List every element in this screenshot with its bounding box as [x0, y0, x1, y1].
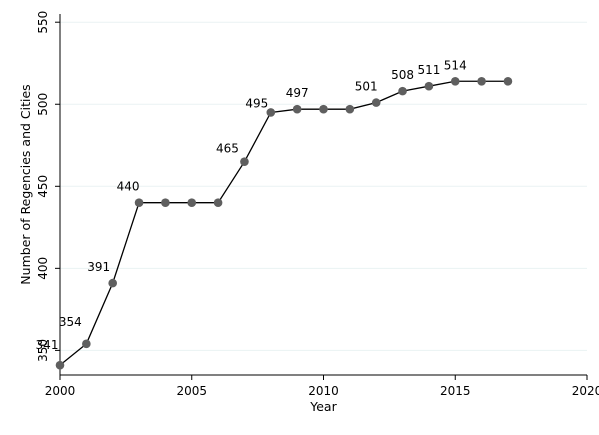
y-axis-ticks: 350 400 450 500 550	[36, 11, 60, 362]
y-tick-label-400: 400	[36, 257, 50, 280]
x-tick-label-2010: 2010	[308, 384, 339, 398]
x-tick-label-2020: 2020	[572, 384, 599, 398]
x-axis-title: Year	[309, 399, 337, 414]
data-label-2001: 354	[59, 315, 82, 329]
data-point-2012	[371, 98, 381, 107]
data-points	[55, 76, 513, 370]
data-label-2000: 341	[36, 338, 59, 352]
series-line	[59, 80, 508, 366]
y-axis-title: Number of Regencies and Cities	[18, 84, 33, 284]
data-point-2005	[187, 198, 197, 208]
x-axis-ticks: 2000 2005 2010 2015 2020	[45, 375, 599, 398]
data-point-2016	[477, 76, 486, 86]
x-tick-label-2015: 2015	[440, 384, 471, 398]
data-point-2013	[398, 86, 407, 96]
data-label-2012: 501	[355, 80, 378, 94]
data-point-2010	[319, 104, 328, 114]
data-label-2008: 495	[245, 96, 268, 110]
data-point-2002	[108, 278, 117, 288]
data-label-2007: 465	[216, 142, 239, 156]
x-tick-label-2000: 2000	[45, 384, 76, 398]
data-point-2004	[161, 198, 170, 208]
data-point-2006	[213, 198, 223, 208]
data-label-2003: 440	[117, 180, 140, 194]
data-point-2011	[345, 104, 355, 114]
data-point-2009	[292, 104, 302, 114]
data-label-2002: 391	[87, 260, 110, 274]
data-label-2013: 508	[391, 68, 414, 82]
gridlines	[60, 21, 587, 351]
data-label-2015: 514	[444, 58, 467, 72]
y-tick-label-550: 550	[36, 11, 50, 34]
data-point-2007	[240, 157, 249, 166]
data-label-2014: 511	[417, 63, 440, 77]
data-point-2008	[266, 108, 276, 117]
data-point-2000	[55, 360, 65, 370]
data-point-2014	[424, 81, 434, 91]
data-point-2003	[134, 198, 144, 208]
data-point-2015	[450, 76, 460, 86]
data-point-2001	[82, 339, 91, 349]
axes	[59, 14, 587, 376]
y-tick-label-450: 450	[36, 175, 50, 198]
data-point-2017	[503, 76, 513, 86]
y-tick-label-500: 500	[36, 93, 50, 116]
data-label-2009: 497	[286, 86, 309, 100]
y-tick-label-350: 350	[36, 339, 50, 362]
x-tick-label-2005: 2005	[176, 384, 207, 398]
